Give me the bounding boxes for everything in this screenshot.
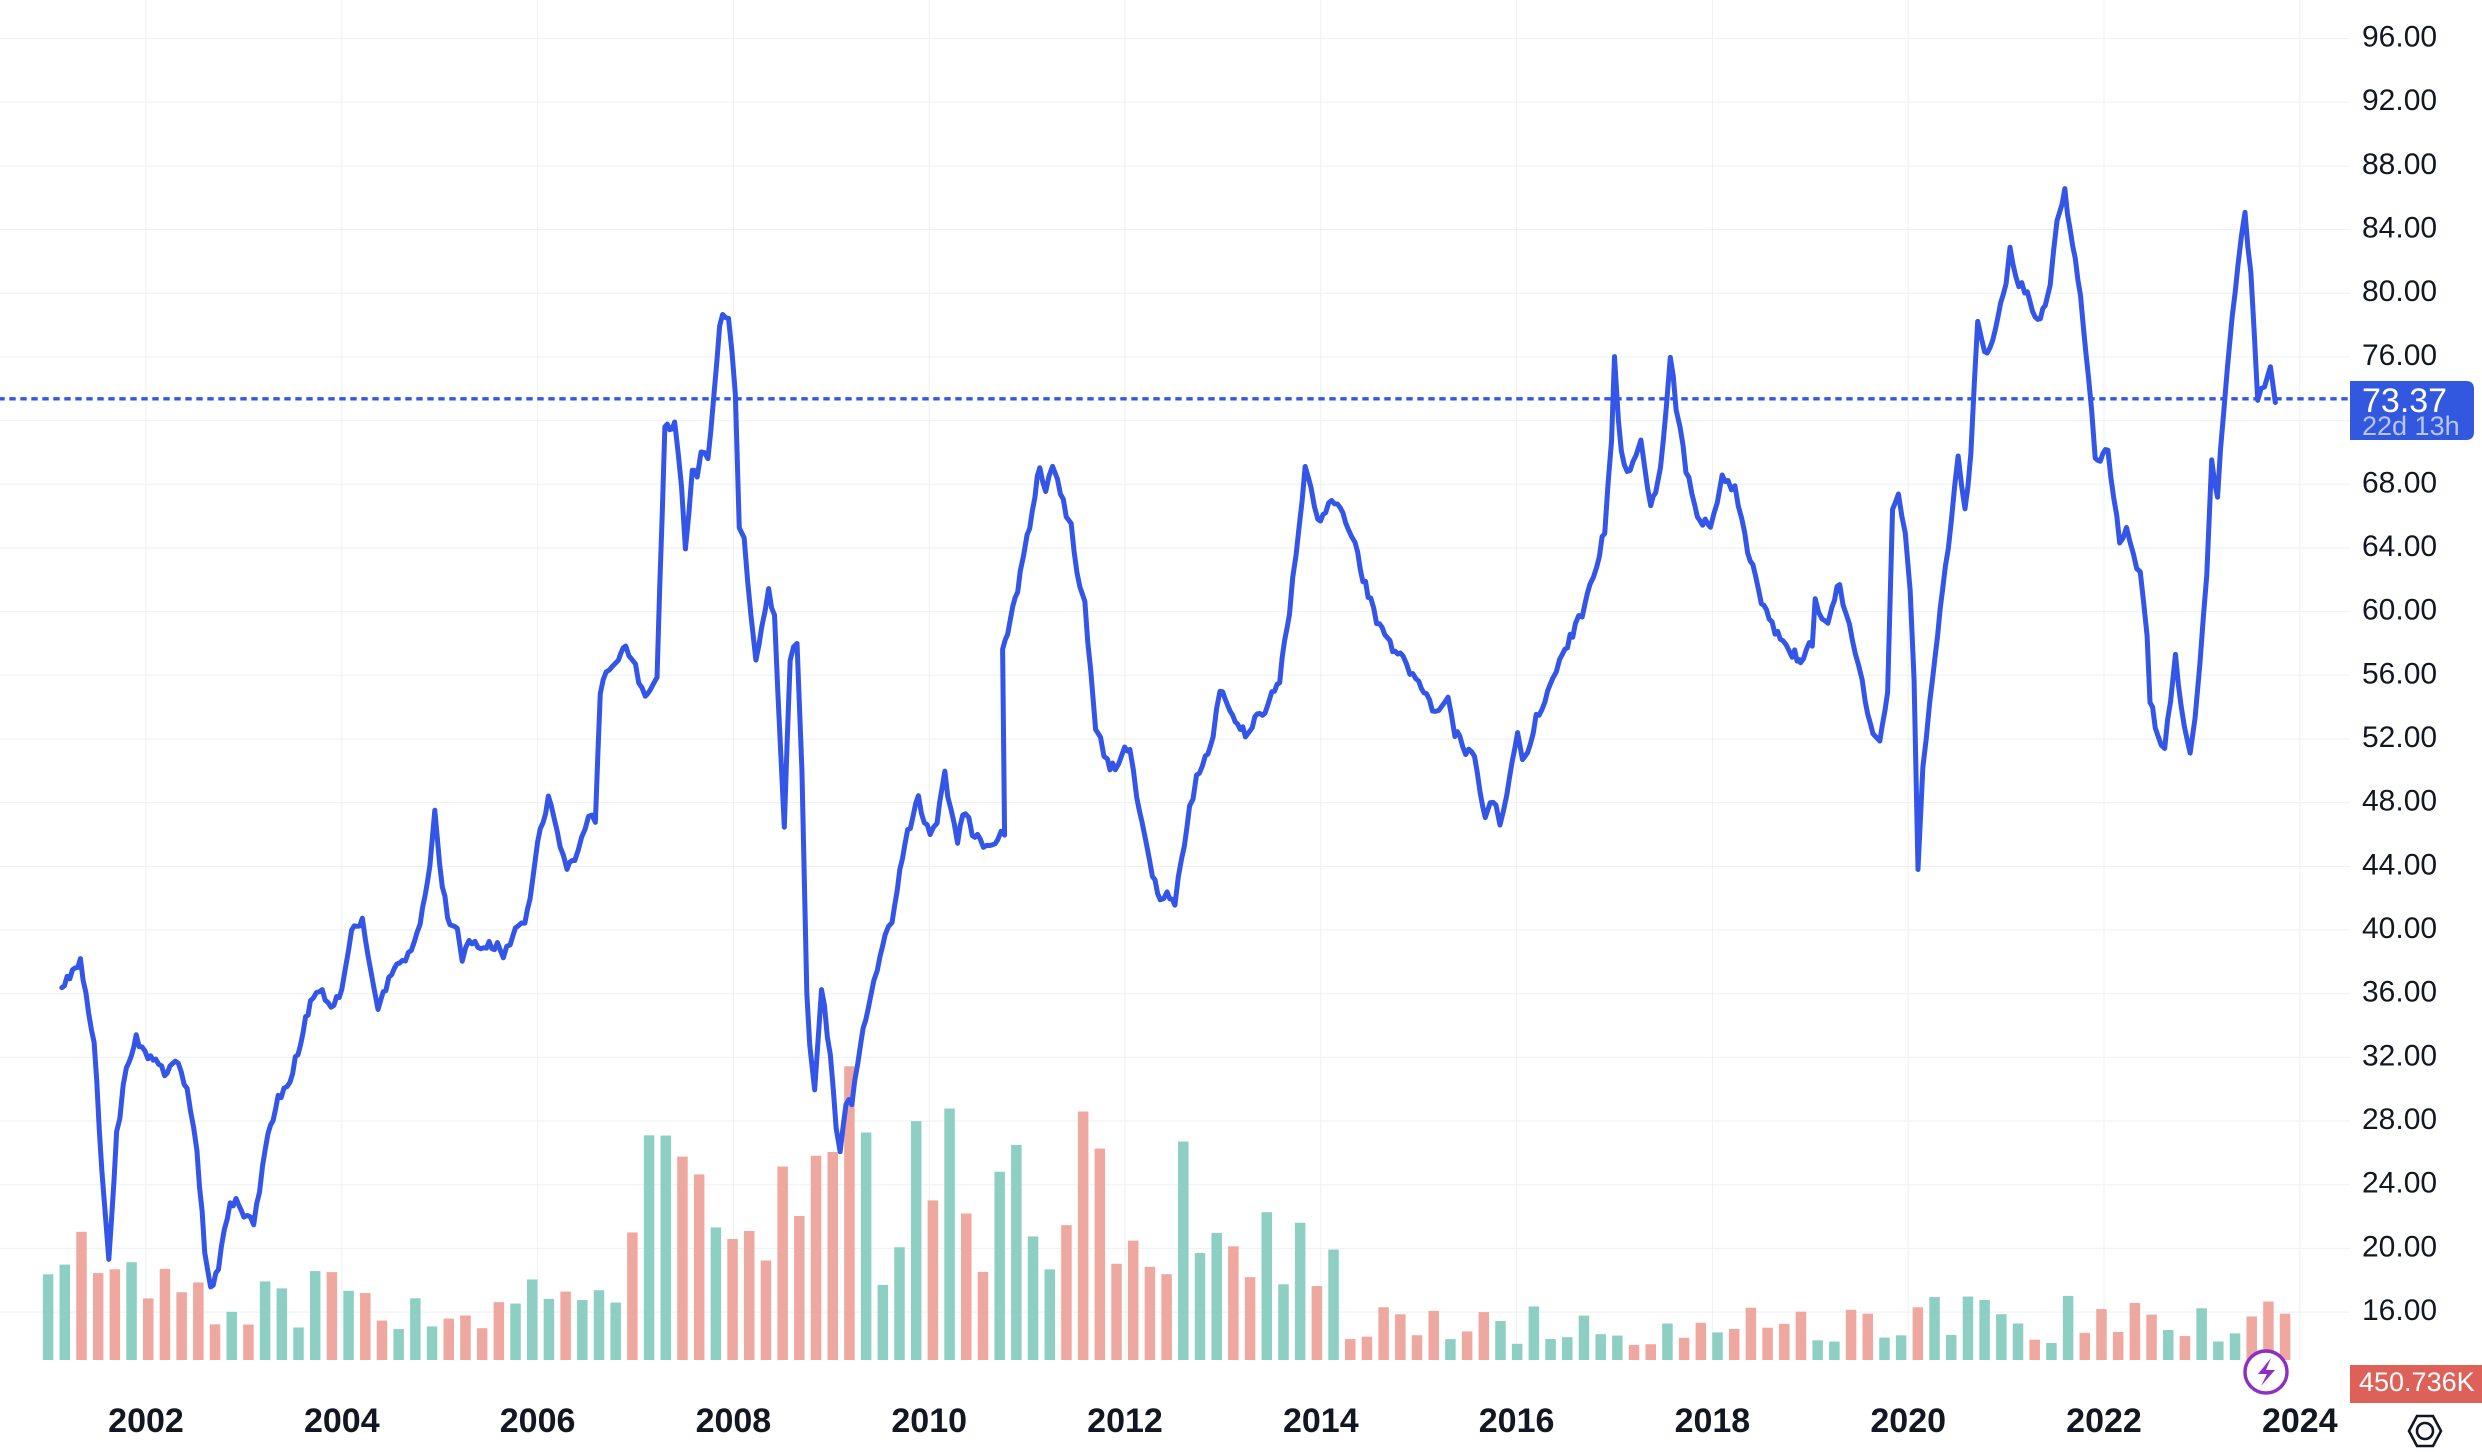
svg-text:450.736K: 450.736K — [2359, 1367, 2475, 1397]
svg-text:44.00: 44.00 — [2362, 848, 2437, 881]
svg-text:96.00: 96.00 — [2362, 21, 2437, 54]
svg-text:2020: 2020 — [1870, 1402, 1946, 1440]
svg-text:28.00: 28.00 — [2362, 1103, 2437, 1136]
svg-text:2018: 2018 — [1675, 1402, 1751, 1440]
svg-text:2008: 2008 — [696, 1402, 772, 1440]
svg-text:32.00: 32.00 — [2362, 1039, 2437, 1072]
svg-text:2016: 2016 — [1479, 1402, 1555, 1440]
svg-text:2012: 2012 — [1087, 1402, 1163, 1440]
svg-text:88.00: 88.00 — [2362, 148, 2437, 181]
svg-text:22d 13h: 22d 13h — [2362, 411, 2460, 441]
svg-text:60.00: 60.00 — [2362, 594, 2437, 627]
svg-text:52.00: 52.00 — [2362, 721, 2437, 754]
svg-text:2022: 2022 — [2066, 1402, 2142, 1440]
svg-text:20.00: 20.00 — [2362, 1230, 2437, 1263]
svg-text:64.00: 64.00 — [2362, 530, 2437, 563]
svg-text:48.00: 48.00 — [2362, 785, 2437, 818]
svg-text:36.00: 36.00 — [2362, 976, 2437, 1009]
svg-text:40.00: 40.00 — [2362, 912, 2437, 945]
svg-text:2014: 2014 — [1283, 1402, 1359, 1440]
svg-text:2010: 2010 — [891, 1402, 967, 1440]
svg-text:2004: 2004 — [304, 1402, 380, 1440]
svg-text:2002: 2002 — [108, 1402, 184, 1440]
svg-text:24.00: 24.00 — [2362, 1167, 2437, 1200]
svg-text:56.00: 56.00 — [2362, 657, 2437, 690]
svg-text:76.00: 76.00 — [2362, 339, 2437, 372]
svg-text:84.00: 84.00 — [2362, 212, 2437, 245]
svg-text:92.00: 92.00 — [2362, 84, 2437, 117]
svg-text:68.00: 68.00 — [2362, 466, 2437, 499]
svg-text:80.00: 80.00 — [2362, 275, 2437, 308]
svg-text:2024: 2024 — [2262, 1402, 2338, 1440]
svg-text:2006: 2006 — [500, 1402, 576, 1440]
svg-text:16.00: 16.00 — [2362, 1294, 2437, 1327]
